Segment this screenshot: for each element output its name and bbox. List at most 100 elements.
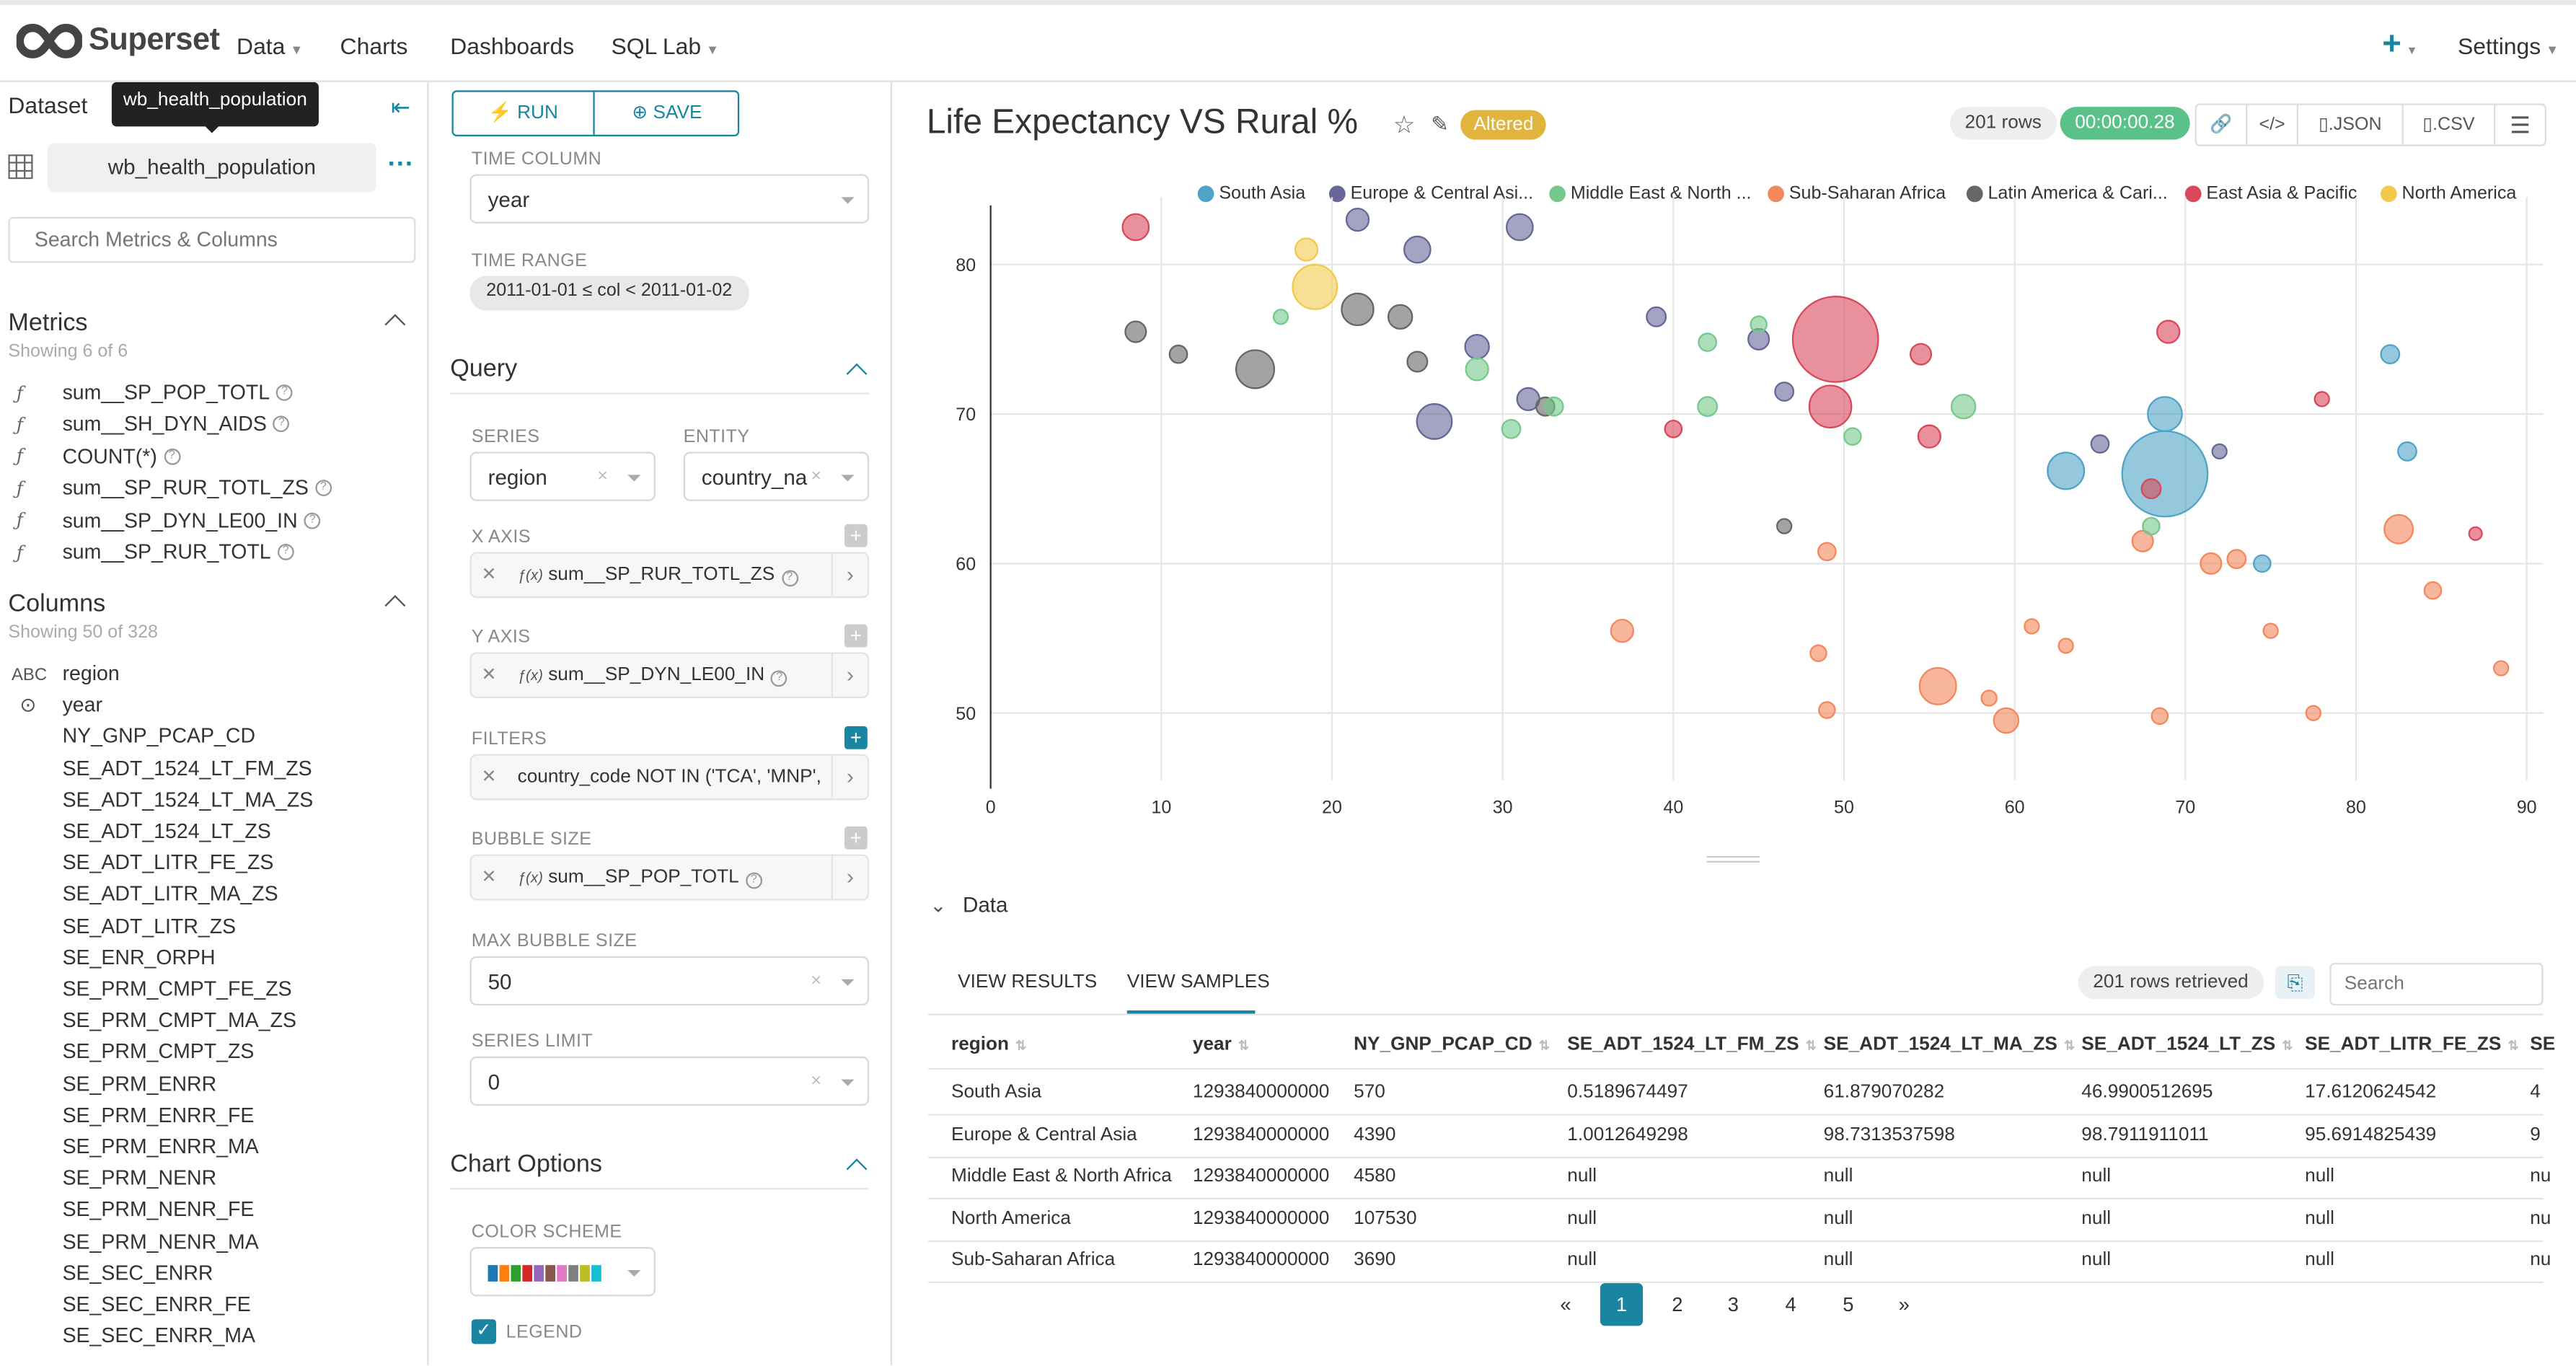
metric-item[interactable]: ƒ COUNT(*)? [17,445,180,468]
chevron-up-icon[interactable] [846,363,868,384]
column-item[interactable]: SE_SEC_ENRR_MA [62,1324,256,1348]
table-header[interactable]: NY_GNP_PCAP_CD ⇅ [1354,1035,1550,1054]
page-button[interactable]: « [1560,1292,1571,1316]
column-item[interactable]: SE_SEC_ENRR [62,1261,213,1285]
nav-dashboards[interactable]: Dashboards [450,32,575,60]
metric-item[interactable]: ƒ sum__SP_DYN_LE00_IN? [17,508,321,532]
clear-icon[interactable]: × [811,971,822,991]
copy-icon[interactable]: ⎘ [2275,966,2315,1000]
table-header[interactable]: region ⇅ [951,1035,1026,1054]
series-limit-select[interactable]: 0 × [469,1056,870,1106]
page-button[interactable]: 2 [1672,1292,1683,1316]
add-x-axis-icon[interactable]: + [844,524,868,547]
column-item[interactable]: SE_PRM_NENR_MA [62,1230,259,1253]
legend-item[interactable]: Middle East & North ... [1549,184,1752,203]
time-range-pill[interactable]: 2011-01-01 ≤ col < 2011-01-02 [469,276,749,311]
page-button[interactable]: 3 [1727,1292,1739,1316]
column-item[interactable]: SE_PRM_CMPT_FE_ZS [62,977,292,1001]
chevron-up-icon[interactable] [384,314,406,335]
legend-checkbox[interactable]: ✓ [471,1319,496,1344]
chevron-right-icon[interactable]: › [831,855,868,899]
table-header[interactable]: SE_ADT_1524_LT_FM_ZS ⇅ [1567,1035,1817,1054]
search-metrics-input[interactable] [8,216,416,263]
filter-pill[interactable]: ✕ country_code NOT IN ('TCA', 'MNP', ... › [469,754,870,801]
column-item[interactable]: SE_ADT_LITR_ZS [62,914,237,938]
chart-title[interactable]: Life Expectancy VS Rural % [926,103,1359,141]
chevron-down-icon[interactable]: ⌄ [930,894,947,917]
metric-item[interactable]: ƒ sum__SP_POP_TOTL? [17,382,293,404]
legend-item[interactable]: Latin America & Cari... [1966,184,2168,203]
column-item[interactable]: SE_ADT_LITR_FE_ZS [62,851,274,875]
dataset-more-icon[interactable]: ··· [387,151,415,180]
metric-item[interactable]: ƒ sum__SP_RUR_TOTL? [17,540,294,563]
menu-icon[interactable]: ☰ [2494,103,2546,146]
column-item[interactable]: SE_PRM_ENRR_FE [62,1103,255,1127]
column-item[interactable]: SE_PRM_ENRR_MA [62,1135,259,1159]
chevron-up-icon[interactable] [384,594,406,616]
tab-view-results[interactable]: VIEW RESULTS [958,972,1098,992]
legend-item[interactable]: North America [2380,184,2516,203]
remove-icon[interactable]: ✕ [481,767,497,788]
table-header[interactable]: SE_ADT_1524_LT_MA_ZS ⇅ [1824,1035,2076,1054]
add-y-axis-icon[interactable]: + [844,624,868,648]
new-plus-button[interactable]: + ▼ [2382,26,2417,63]
resize-handle[interactable] [1706,855,1760,863]
clear-icon[interactable]: × [597,466,608,487]
remove-icon[interactable]: ✕ [481,665,497,685]
column-item[interactable]: year [62,693,102,717]
metric-item[interactable]: ƒ sum__SP_RUR_TOTL_ZS? [17,477,332,500]
x-axis-metric[interactable]: ✕ ƒ(x) sum__SP_RUR_TOTL_ZS? › [469,552,870,599]
save-button[interactable]: ⊕ SAVE [596,92,738,135]
column-item[interactable]: SE_ADT_1524_LT_MA_ZS [62,788,314,811]
metric-item[interactable]: ƒ sum__SH_DYN_AIDS? [17,413,290,436]
table-header[interactable]: SE_ADT_1524_LT_ZS ⇅ [2081,1035,2293,1054]
column-item[interactable]: SE_ADT_1524_LT_FM_ZS [62,757,312,780]
page-button[interactable]: 1 [1600,1283,1644,1326]
table-header[interactable]: SE_ADT_LITR_FE_ZS ⇅ [2305,1035,2519,1054]
legend-item[interactable]: South Asia [1197,184,1305,203]
table-header[interactable]: SE [2530,1035,2555,1054]
column-item[interactable]: SE_PRM_NENR_FE [62,1198,255,1222]
chevron-up-icon[interactable] [846,1158,868,1180]
column-item[interactable]: SE_PRM_CMPT_ZS [62,1040,255,1064]
remove-icon[interactable]: ✕ [481,565,497,585]
column-item[interactable]: SE_PRM_CMPT_MA_ZS [62,1009,296,1033]
column-item[interactable]: SE_PRM_ENRR [62,1072,217,1096]
bubble-size-metric[interactable]: ✕ ƒ(x) sum__SP_POP_TOTL? › [469,854,870,901]
column-item[interactable]: SE_ENR_ORPH [62,946,216,969]
column-item[interactable]: NY_GNP_PCAP_CD [62,725,256,749]
color-scheme-select[interactable] [469,1247,656,1297]
clear-icon[interactable]: × [811,466,822,487]
chevron-right-icon[interactable]: › [831,553,868,596]
add-filter-icon[interactable]: + [844,726,868,749]
y-axis-metric[interactable]: ✕ ƒ(x) sum__SP_DYN_LE00_IN? › [469,652,870,699]
collapse-panel-icon[interactable]: ⇤ [391,93,410,120]
tab-view-samples[interactable]: VIEW SAMPLES [1126,972,1270,992]
nav-data[interactable]: Data ▼ [237,33,303,59]
altered-badge[interactable]: Altered [1460,110,1547,140]
entity-select[interactable]: country_na × [683,451,870,501]
page-button[interactable]: 5 [1843,1292,1854,1316]
time-column-select[interactable]: year [469,174,870,224]
page-button[interactable]: 4 [1785,1292,1796,1316]
legend-item[interactable]: Sub-Saharan Africa [1768,184,1946,203]
page-button[interactable]: » [1898,1292,1910,1316]
nav-charts[interactable]: Charts [340,32,408,60]
column-item[interactable]: SE_PRM_NENR [62,1166,217,1190]
run-button[interactable]: ⚡ RUN [454,92,595,135]
export-json-button[interactable]: ▯.JSON [2296,103,2404,146]
column-item[interactable]: region [62,662,120,685]
column-item[interactable]: SE_ADT_LITR_MA_ZS [62,883,278,907]
chevron-right-icon[interactable]: › [831,653,868,697]
export-csv-button[interactable]: ▯.CSV [2401,103,2496,146]
data-search-input[interactable] [2329,962,2544,1006]
column-item[interactable]: SE_ADT_1524_LT_ZS [62,819,271,843]
series-select[interactable]: region × [469,451,656,501]
remove-icon[interactable]: ✕ [481,867,497,888]
max-bubble-select[interactable]: 50 × [469,956,870,1006]
link-icon[interactable]: 🔗 [2195,103,2248,146]
settings-menu[interactable]: Settings ▼ [2458,33,2559,59]
edit-icon[interactable]: ✎ [1431,111,1450,137]
dataset-name[interactable]: wb_health_population [48,143,376,193]
star-icon[interactable]: ☆ [1393,111,1416,140]
